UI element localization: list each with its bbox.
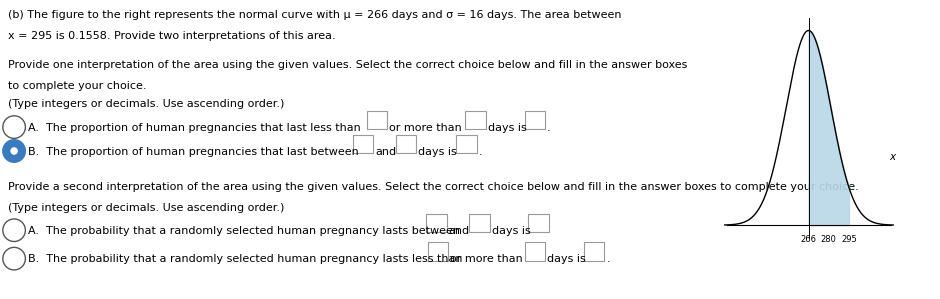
Text: A.  The proportion of human pregnancies that last less than: A. The proportion of human pregnancies t… [28, 123, 361, 132]
Text: x: x [889, 152, 895, 162]
Ellipse shape [10, 148, 18, 154]
Text: Provide a second interpretation of the area using the given values. Select the c: Provide a second interpretation of the a… [8, 182, 858, 192]
Text: (Type integers or decimals. Use ascending order.): (Type integers or decimals. Use ascendin… [8, 99, 284, 109]
FancyBboxPatch shape [352, 135, 373, 153]
FancyBboxPatch shape [456, 135, 477, 153]
Ellipse shape [3, 219, 25, 242]
Text: days is: days is [488, 123, 526, 132]
Text: A.  The probability that a randomly selected human pregnancy lasts between: A. The probability that a randomly selec… [28, 226, 461, 236]
Ellipse shape [3, 247, 25, 270]
FancyBboxPatch shape [469, 214, 490, 232]
Text: or more than: or more than [389, 123, 462, 132]
FancyBboxPatch shape [428, 242, 448, 261]
Text: 280: 280 [820, 234, 836, 243]
Text: 295: 295 [841, 234, 856, 243]
Text: .: . [606, 254, 610, 264]
FancyBboxPatch shape [528, 214, 549, 232]
Text: .: . [547, 123, 551, 132]
Text: or more than: or more than [450, 254, 523, 264]
FancyBboxPatch shape [465, 111, 486, 129]
Text: 266: 266 [801, 234, 817, 243]
Text: x = 295 is 0.1558. Provide two interpretations of this area.: x = 295 is 0.1558. Provide two interpret… [8, 31, 336, 41]
Text: B.  The proportion of human pregnancies that last between: B. The proportion of human pregnancies t… [28, 147, 359, 156]
FancyBboxPatch shape [584, 242, 604, 261]
Text: B.  The probability that a randomly selected human pregnancy lasts less than: B. The probability that a randomly selec… [28, 254, 462, 264]
Text: days is: days is [492, 226, 530, 236]
Text: to complete your choice.: to complete your choice. [8, 81, 146, 91]
Text: (Type integers or decimals. Use ascending order.): (Type integers or decimals. Use ascendin… [8, 203, 284, 213]
Text: .: . [478, 147, 482, 156]
Text: and: and [375, 147, 396, 156]
Ellipse shape [3, 116, 25, 138]
FancyBboxPatch shape [525, 242, 545, 261]
FancyBboxPatch shape [396, 135, 416, 153]
Text: and: and [448, 226, 469, 236]
Ellipse shape [3, 140, 25, 162]
FancyBboxPatch shape [367, 111, 387, 129]
Text: (b) The figure to the right represents the normal curve with μ = 266 days and σ : (b) The figure to the right represents t… [8, 10, 621, 20]
FancyBboxPatch shape [525, 111, 545, 129]
Text: Provide one interpretation of the area using the given values. Select the correc: Provide one interpretation of the area u… [8, 60, 687, 70]
FancyBboxPatch shape [426, 214, 446, 232]
Text: days is: days is [418, 147, 457, 156]
Text: days is: days is [547, 254, 586, 264]
